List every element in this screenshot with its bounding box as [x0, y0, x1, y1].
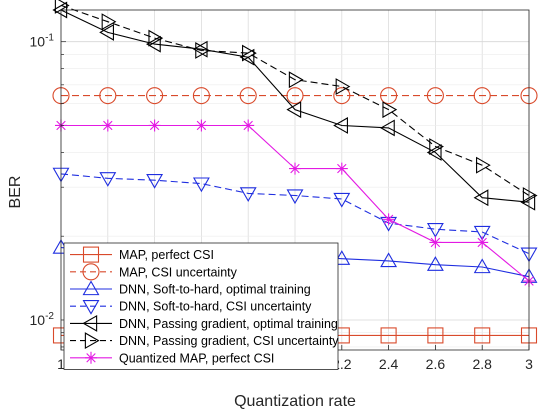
x-tick-label: 2.6	[426, 356, 446, 372]
data-point	[99, 172, 117, 187]
data-point	[522, 187, 538, 204]
data-point	[239, 187, 257, 203]
legend-label: DNN, Passing gradient, CSI uncertainty	[119, 334, 339, 348]
data-point	[192, 87, 210, 105]
data-point	[286, 101, 302, 119]
series-7	[55, 119, 535, 288]
data-point	[426, 222, 444, 238]
x-tick-label: 1	[57, 356, 65, 372]
data-point	[195, 119, 208, 132]
y-tick-exponent: -2	[45, 311, 54, 322]
data-point	[379, 119, 395, 137]
series-4	[52, 167, 538, 263]
legend-label: MAP, CSI uncertainty	[119, 265, 238, 279]
series-line	[60, 9, 530, 203]
data-point	[286, 189, 304, 205]
legend-marker	[82, 246, 100, 263]
x-tick-label: 2.8	[472, 356, 492, 372]
y-tick-label: 10-1	[30, 33, 55, 50]
series-line	[60, 173, 530, 255]
data-point	[148, 119, 161, 132]
legend-marker	[82, 300, 100, 315]
data-point	[474, 327, 491, 344]
legend-label: DNN, Soft-to-hard, optimal training	[119, 283, 311, 297]
data-point	[476, 236, 489, 249]
y-tick-base: 10	[30, 34, 46, 50]
data-point	[476, 156, 491, 174]
data-point	[99, 87, 117, 105]
data-point	[382, 101, 398, 119]
data-point	[333, 87, 351, 105]
data-point	[101, 13, 117, 31]
legend-label: MAP, perfect CSI	[119, 248, 214, 262]
data-point	[54, 0, 70, 14]
legend-box	[63, 242, 339, 370]
y-tick-label: 10-2	[30, 311, 55, 328]
data-point	[427, 327, 444, 344]
data-point	[333, 117, 348, 134]
y-axis-title: BER	[7, 176, 24, 209]
data-point	[99, 23, 114, 41]
data-point	[382, 213, 395, 226]
data-point	[195, 42, 211, 59]
data-point	[473, 225, 491, 241]
data-point	[429, 138, 445, 155]
data-point	[380, 327, 397, 344]
x-tick-label: 2.4	[379, 356, 399, 372]
data-point	[146, 173, 164, 189]
data-point	[473, 258, 491, 274]
data-point	[520, 193, 536, 211]
data-point	[242, 44, 257, 62]
legend-marker	[82, 263, 100, 281]
data-point	[101, 119, 114, 132]
series-5	[52, 1, 536, 211]
data-point	[335, 162, 348, 175]
x-axis-title: Quantization rate	[234, 393, 356, 410]
legend: MAP, perfect CSI MAP, CSI uncertainty DNN,…	[63, 242, 339, 370]
data-point	[146, 87, 164, 105]
data-point	[242, 119, 255, 132]
data-point	[380, 87, 398, 105]
data-point	[426, 143, 442, 161]
series-6	[54, 0, 538, 204]
legend-marker	[82, 280, 100, 296]
series-line	[60, 4, 530, 196]
data-point	[426, 87, 444, 105]
legend-label: DNN, Soft-to-hard, CSI uncertainty	[119, 300, 312, 314]
data-point	[429, 236, 442, 249]
data-point	[145, 35, 161, 53]
legend-marker	[85, 351, 97, 364]
legend-label: Quantized MAP, perfect CSI	[119, 351, 274, 365]
data-point	[286, 87, 304, 105]
series-2	[52, 87, 538, 105]
data-point	[333, 192, 351, 208]
data-point	[192, 177, 210, 193]
data-point	[426, 256, 444, 271]
data-point	[380, 252, 398, 268]
y-tick-exponent: -1	[45, 33, 54, 44]
data-point	[473, 87, 491, 105]
x-tick-label: 3	[525, 356, 533, 372]
data-point	[335, 78, 351, 95]
data-point	[473, 189, 489, 207]
data-point	[148, 29, 164, 47]
data-point	[288, 71, 304, 89]
legend-marker	[82, 314, 98, 332]
y-tick-base: 10	[30, 312, 46, 328]
data-point	[289, 162, 301, 175]
legend-marker	[84, 332, 100, 350]
legend-label: DNN, Passing gradient, optimal training	[119, 317, 338, 331]
data-point	[239, 87, 257, 105]
